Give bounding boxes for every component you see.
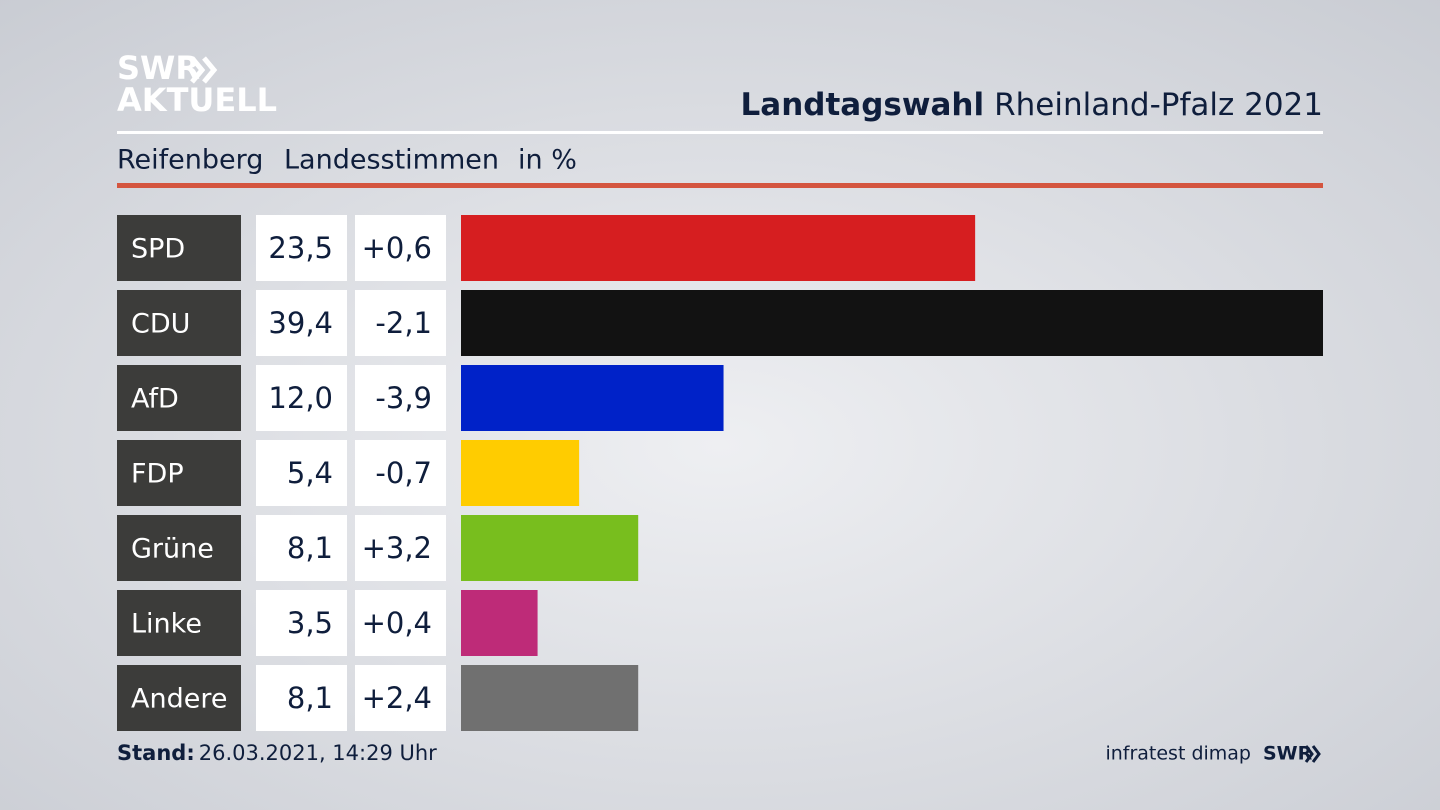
bar bbox=[461, 665, 639, 731]
name-box bbox=[117, 365, 241, 431]
change-box bbox=[355, 590, 446, 656]
name-box bbox=[117, 290, 241, 356]
party-label: SPD bbox=[131, 234, 185, 265]
value-box bbox=[256, 440, 347, 506]
value-label: 8,1 bbox=[287, 531, 333, 565]
source-chevrons bbox=[1304, 745, 1321, 763]
subtitle-unit: in % bbox=[518, 145, 577, 176]
logo-swr: SWR bbox=[117, 49, 200, 87]
name-box bbox=[117, 590, 241, 656]
name-box bbox=[117, 515, 241, 581]
bar bbox=[461, 440, 580, 506]
value-label: 39,4 bbox=[268, 306, 333, 340]
party-label: FDP bbox=[131, 459, 184, 490]
footer-label: Stand: bbox=[117, 741, 195, 765]
title-bold: Landtagswahl bbox=[741, 87, 985, 123]
change-label: -0,7 bbox=[375, 456, 432, 490]
change-box bbox=[355, 515, 446, 581]
logo-chevrons bbox=[190, 56, 218, 84]
value-box bbox=[256, 365, 347, 431]
value-label: 8,1 bbox=[287, 681, 333, 715]
name-box bbox=[117, 215, 241, 281]
party-label: AfD bbox=[131, 384, 179, 415]
name-box bbox=[117, 665, 241, 731]
change-label: +3,2 bbox=[362, 531, 432, 565]
bar bbox=[461, 590, 538, 656]
title-rule bbox=[117, 131, 1323, 134]
bar bbox=[461, 515, 639, 581]
title-rest: Rheinland-Pfalz 2021 bbox=[994, 87, 1323, 123]
change-label: +2,4 bbox=[362, 681, 432, 715]
subtitle-rule bbox=[117, 183, 1323, 188]
footer: Stand: 26.03.2021, 14:29 Uhr bbox=[117, 741, 437, 765]
change-box bbox=[355, 665, 446, 731]
value-box bbox=[256, 515, 347, 581]
bar bbox=[461, 290, 1323, 356]
change-box bbox=[355, 290, 446, 356]
footer-date: 26.03.2021, 14:29 Uhr bbox=[199, 741, 437, 765]
subtitle-place: Reifenberg bbox=[117, 145, 263, 176]
chart-title: Landtagswahl Rheinland-Pfalz 2021 bbox=[741, 87, 1323, 123]
change-box bbox=[355, 440, 446, 506]
value-box bbox=[256, 215, 347, 281]
value-box bbox=[256, 590, 347, 656]
name-box bbox=[117, 440, 241, 506]
change-box bbox=[355, 215, 446, 281]
logo-aktuell: AKTUELL bbox=[117, 81, 277, 119]
value-box bbox=[256, 290, 347, 356]
party-label: Grüne bbox=[131, 534, 214, 565]
party-label: CDU bbox=[131, 309, 190, 340]
value-box bbox=[256, 665, 347, 731]
source-logo: SWR bbox=[1263, 743, 1313, 765]
value-label: 23,5 bbox=[268, 231, 333, 265]
value-label: 3,5 bbox=[287, 606, 333, 640]
bar bbox=[461, 365, 724, 431]
change-label: -2,1 bbox=[375, 306, 432, 340]
value-label: 5,4 bbox=[287, 456, 333, 490]
subtitle-vote: Landesstimmen bbox=[284, 145, 499, 176]
change-label: -3,9 bbox=[375, 381, 432, 415]
party-label: Linke bbox=[131, 609, 202, 640]
change-box bbox=[355, 365, 446, 431]
change-label: +0,4 bbox=[362, 606, 432, 640]
value-label: 12,0 bbox=[268, 381, 333, 415]
party-label: Andere bbox=[131, 684, 227, 715]
bar bbox=[461, 215, 976, 281]
change-label: +0,6 bbox=[362, 231, 432, 265]
source: infratest dimap bbox=[1105, 743, 1251, 765]
